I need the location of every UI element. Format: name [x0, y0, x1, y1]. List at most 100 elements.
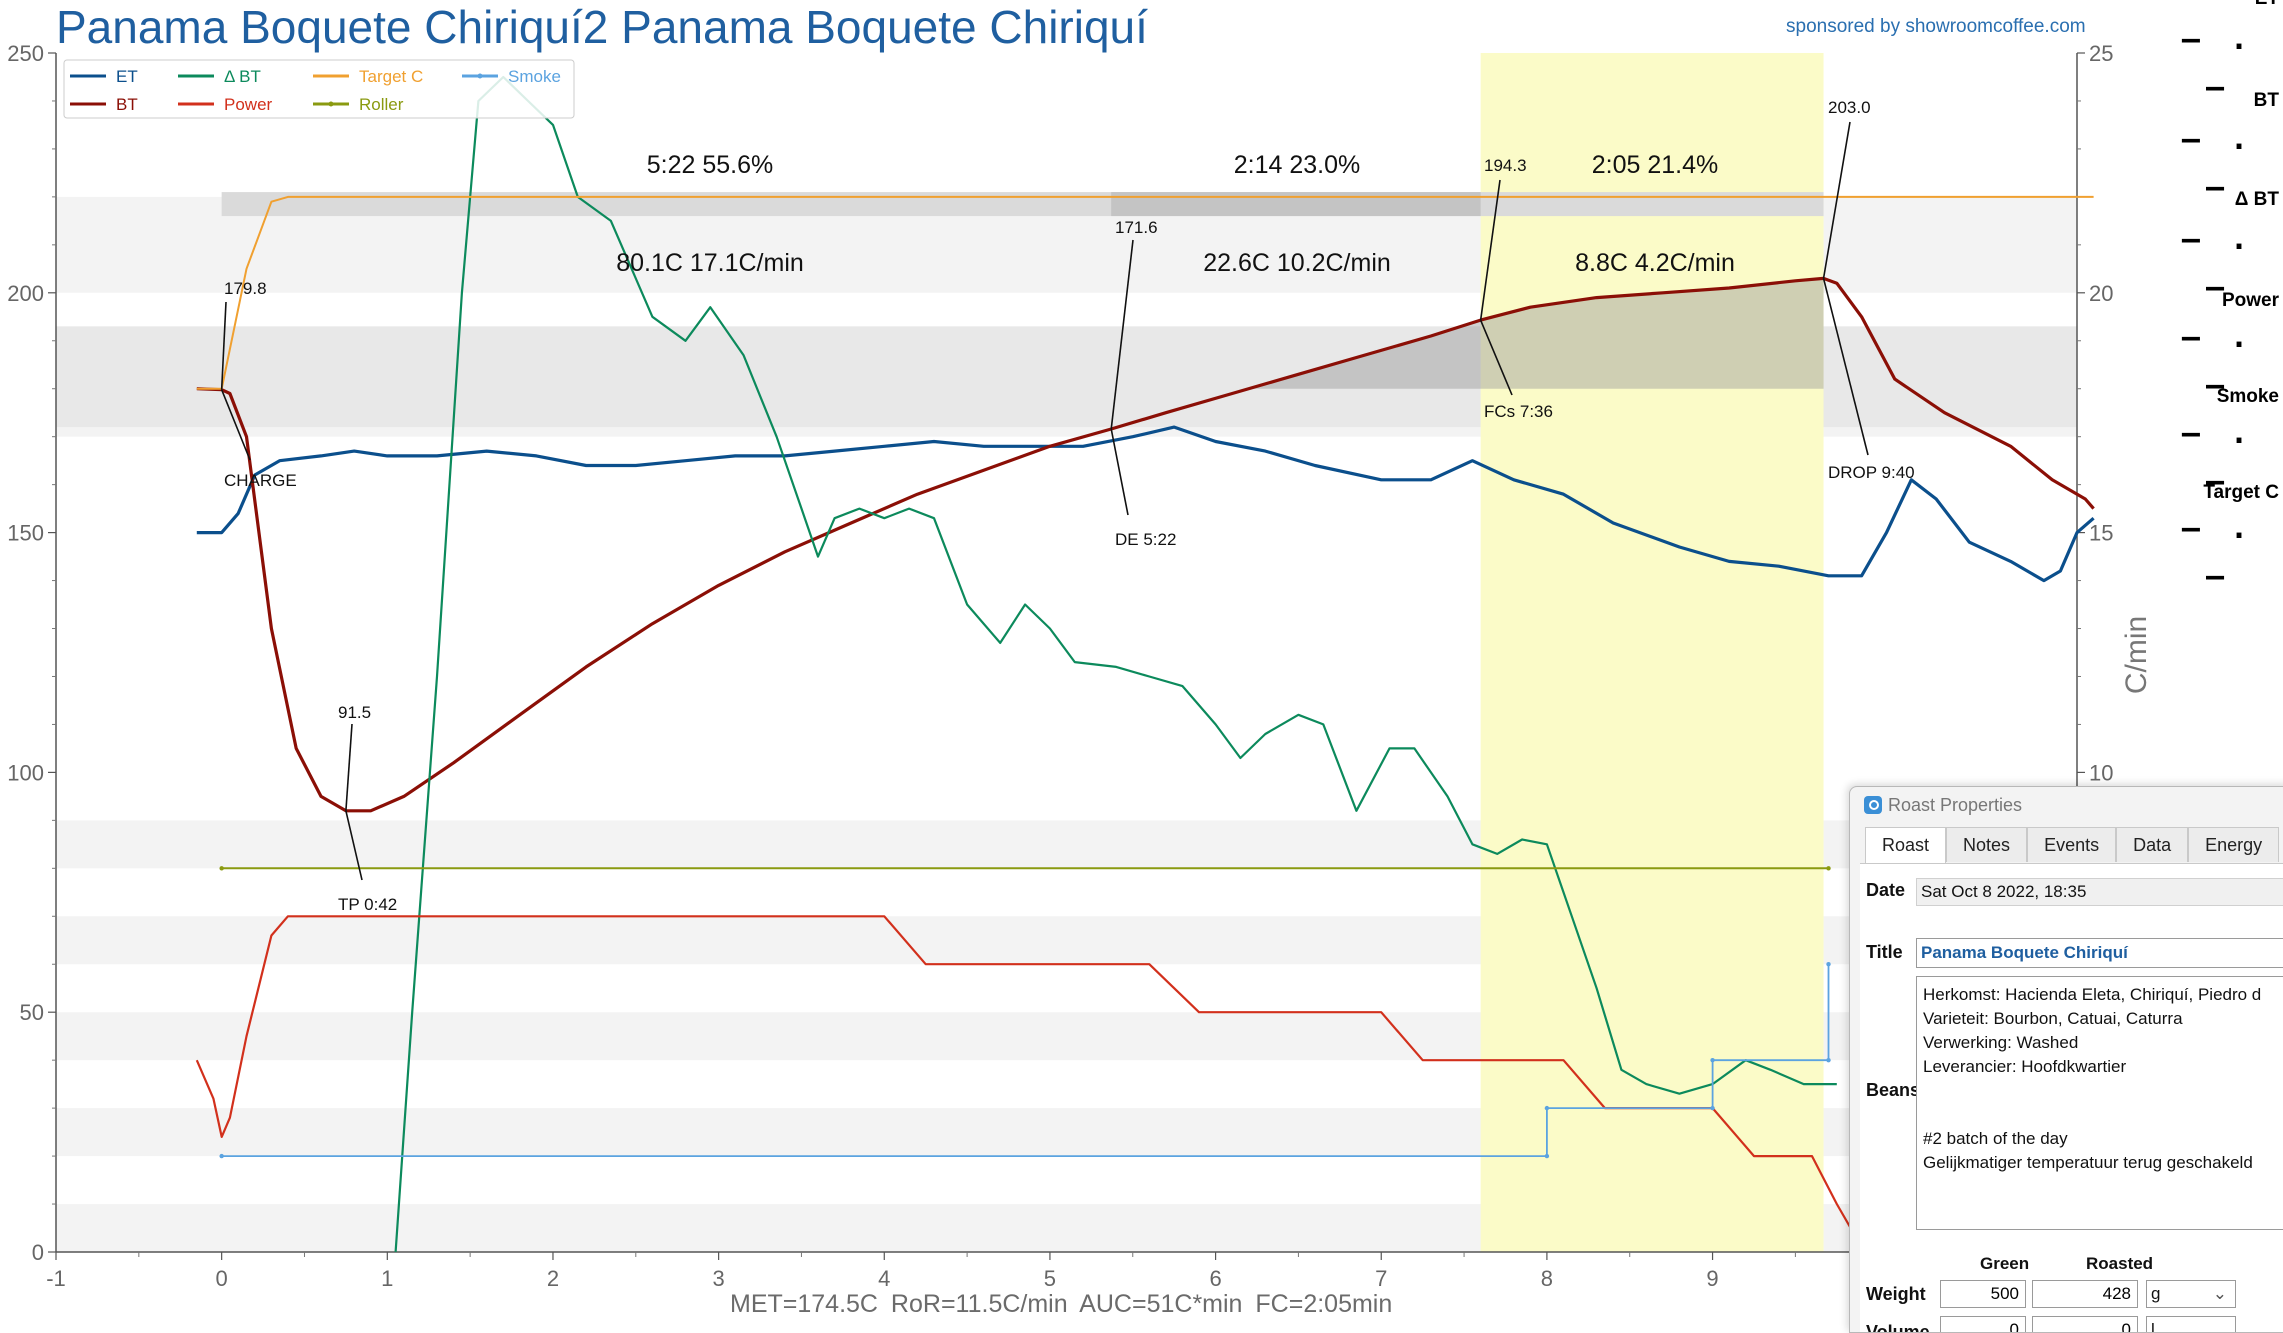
tab-energy[interactable]: Energy [2188, 827, 2280, 862]
finish-phase-band [1480, 53, 1824, 1252]
tab-data[interactable]: Data [2116, 827, 2189, 862]
phase-bar-maillard [1111, 192, 1481, 217]
series-line-target-c [196, 195, 2094, 390]
date-field[interactable]: Sat Oct 8 2022, 18:35 [1916, 878, 2283, 906]
annotation-event: FCs 7:36 [1484, 402, 1553, 421]
series-line-power [195, 915, 1855, 1234]
profile-title: Panama Boquete Chiriquí2 Panama Boquete … [56, 1, 1148, 53]
annotation-value: 179.8 [224, 279, 267, 298]
lcd-power: – . – [2181, 320, 2255, 403]
volume-label: Volume [1866, 1322, 1930, 1333]
annotation-event: DE 5:22 [1115, 530, 1176, 549]
series-point [1826, 866, 1831, 871]
volume-roasted-input[interactable]: 0 [2032, 1316, 2138, 1332]
legend-label: ET [116, 67, 138, 86]
x-tick-label: 7 [1375, 1266, 1387, 1291]
y2-tick-label: 10 [2089, 760, 2113, 785]
annotation-value: 203.0 [1828, 98, 1871, 117]
annotation-event: CHARGE [224, 471, 297, 490]
annotation-leader [1479, 179, 1501, 321]
annotation-value: 91.5 [338, 703, 371, 722]
y-tick-label: 50 [20, 1000, 44, 1025]
legend-label: Roller [359, 95, 404, 114]
legend-marker [477, 73, 483, 79]
beans-line: Herkomst: Hacienda Eleta, Chiriquí, Pied… [1923, 985, 2262, 1004]
beans-line: #2 batch of the day [1923, 1129, 2068, 1148]
volume-unit-value: l [2151, 1320, 2155, 1333]
lcd-label-et: ET [2255, 0, 2279, 10]
legend-marker [328, 101, 334, 107]
dialog-tabs: Roast Notes Events Data Energy [1865, 827, 2280, 864]
lcd-label-bt: BT [2253, 90, 2279, 111]
series-line-bt [394, 75, 1837, 1253]
chevron-down-icon: ⌄ [2212, 1284, 2227, 1303]
x-tick-label: 2 [547, 1266, 559, 1291]
lcd-delta-bt: – . – [2181, 222, 2255, 305]
roast-properties-dialog[interactable]: Roast Properties Roast Notes Events Data… [1849, 786, 2283, 1333]
roast-tab-panel: Date Sat Oct 8 2022, 18:35 Title Panama … [1860, 863, 2283, 1333]
phase-time-label: 2:05 21.4% [1592, 151, 1719, 179]
tab-events[interactable]: Events [2027, 827, 2117, 862]
tab-notes[interactable]: Notes [1946, 827, 2028, 862]
y-tick-label: 0 [32, 1240, 44, 1265]
x-tick-label: 3 [712, 1266, 724, 1291]
weight-unit-select[interactable]: g ⌄ [2146, 1280, 2236, 1308]
annotation-event: TP 0:42 [338, 895, 397, 914]
weight-label: Weight [1866, 1284, 1926, 1304]
y-tick-label: 100 [7, 760, 44, 785]
legend-label: Δ BT [224, 67, 261, 86]
title-input[interactable]: Panama Boquete Chiriquí [1916, 938, 2283, 968]
phase-time-label: 5:22 55.6% [647, 151, 774, 179]
weight-roasted-input[interactable]: 428 [2032, 1280, 2138, 1308]
dialog-titlebar[interactable]: Roast Properties [1864, 795, 2022, 816]
x-tick-label: 8 [1541, 1266, 1553, 1291]
y-tick-label: 200 [7, 281, 44, 306]
phase-delta-label: 22.6C 10.2C/min [1203, 249, 1391, 277]
annotation-leader [1479, 319, 1513, 396]
y2-axis-label: C/min [2120, 616, 2153, 694]
annotation-leader [220, 301, 227, 390]
weight-unit-value: g [2151, 1284, 2161, 1303]
volume-unit-select[interactable]: l [2146, 1316, 2236, 1333]
x-tick-label: 1 [381, 1266, 393, 1291]
annotation-leader [1822, 278, 1869, 456]
lcd-label-power: Power [2221, 290, 2279, 311]
lcd-smoke: – . – [2181, 416, 2255, 499]
phase-time-label: 2:14 23.0% [1234, 151, 1361, 179]
weight-green-input[interactable]: 500 [1940, 1280, 2026, 1308]
annotation-value: 171.6 [1115, 218, 1158, 237]
series-point [1544, 1105, 1550, 1111]
x-tick-label: 6 [1209, 1266, 1221, 1291]
y-tick-label: 150 [7, 521, 44, 546]
lcd-et: – . – [2181, 22, 2255, 105]
phase-delta-label: 80.1C 17.1C/min [616, 249, 804, 277]
dialog-title: Roast Properties [1888, 795, 2023, 815]
beans-textarea[interactable]: Herkomst: Hacienda Eleta, Chiriquí, Pied… [1916, 976, 2283, 1230]
legend-label: Target C [359, 67, 423, 86]
annotation-leader [345, 723, 353, 811]
x-tick-label: -1 [46, 1266, 66, 1291]
stats-line: MET=174.5C RoR=11.5C/min AUC=51C*min FC=… [730, 1290, 1393, 1318]
lcd-label-target-c: Target C [2203, 482, 2279, 503]
annotation-event: DROP 9:40 [1828, 463, 1915, 482]
sponsor-text: sponsored by showroomcoffee.com [1786, 16, 2086, 37]
beans-label: Beans [1866, 1080, 1921, 1100]
auc-area [1248, 278, 1824, 389]
annotation-leader [220, 389, 251, 461]
title-label: Title [1866, 942, 1903, 962]
legend-label: BT [116, 95, 138, 114]
x-tick-label: 0 [216, 1266, 228, 1291]
series-point [219, 1153, 224, 1159]
beans-line: Gelijkmatiger temperatuur terug geschake… [1923, 1153, 2253, 1172]
date-label: Date [1866, 880, 1906, 900]
tab-roast[interactable]: Roast [1865, 827, 1947, 864]
lcd-label-delta-bt: Δ BT [2234, 189, 2279, 210]
x-tick-label: 5 [1044, 1266, 1056, 1291]
volume-green-input[interactable]: 0 [1940, 1316, 2026, 1332]
artisan-app-icon [1864, 796, 1882, 814]
annotation-leader [1110, 428, 1129, 516]
legend-label: Smoke [508, 67, 561, 86]
y2-tick-label: 25 [2089, 41, 2113, 66]
x-tick-label: 4 [878, 1266, 890, 1291]
